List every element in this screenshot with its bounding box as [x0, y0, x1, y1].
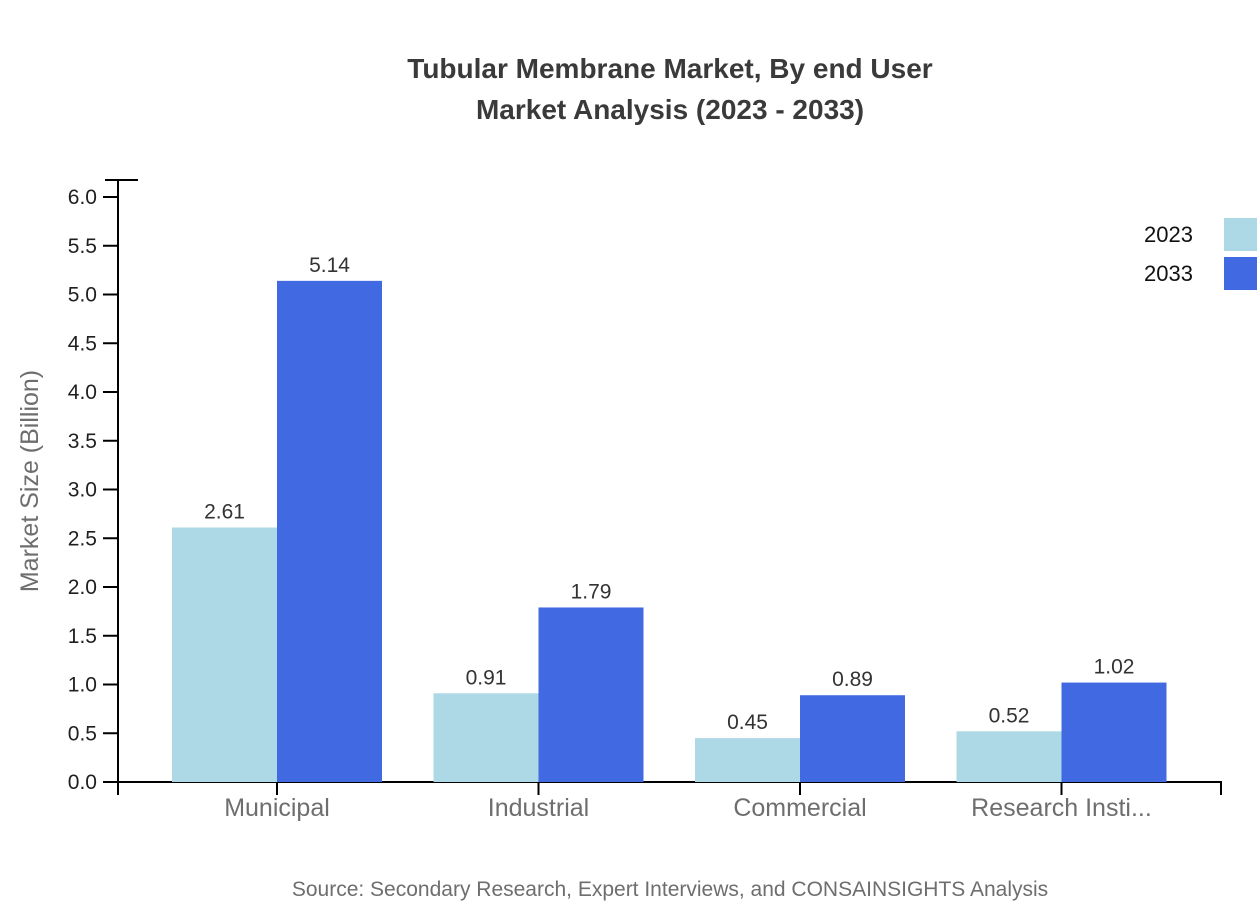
- x-category-label: Commercial: [733, 794, 866, 822]
- value-label: 2.61: [204, 501, 245, 524]
- y-tick-label: 1.0: [68, 674, 97, 697]
- legend-label-2033: 2033: [1144, 260, 1193, 286]
- chart-title: Tubular Membrane Market, By end User Mar…: [80, 48, 1260, 130]
- y-tick-label: 4.5: [68, 332, 97, 355]
- value-label: 1.02: [1094, 656, 1135, 679]
- y-tick-label: 4.0: [68, 381, 97, 404]
- legend-item-2033: 2033: [1144, 257, 1257, 290]
- y-tick-label: 2.0: [68, 576, 97, 599]
- bar-2023-industrial: [433, 693, 539, 782]
- source-attribution: Source: Secondary Research, Expert Inter…: [291, 878, 1049, 901]
- y-tick-label: 0.0: [68, 771, 97, 794]
- y-tick-label: 5.5: [68, 235, 97, 258]
- axes: 0.0 0.5 1.0 1.5 2.0 2.5 3.0 3.5 4.0 4.5 5.0 5.5 6.0 M…: [68, 179, 1222, 822]
- y-axis-title: Market Size (Billion): [16, 370, 44, 592]
- bar-2033-municipal: [277, 280, 382, 782]
- legend-item-2023: 2023: [1144, 218, 1257, 251]
- bar-2023-research-insti-: [956, 731, 1062, 782]
- legend-swatch-2033: [1224, 257, 1257, 290]
- value-label: 0.89: [832, 668, 873, 691]
- bar-2023-commercial: [695, 738, 800, 782]
- bar-2033-commercial: [800, 695, 905, 782]
- x-category-label: Municipal: [224, 794, 330, 822]
- y-tick-label: 3.0: [68, 479, 97, 502]
- x-category-label: Research Insti...: [971, 794, 1152, 822]
- bars: [172, 280, 1167, 782]
- value-label: 1.79: [571, 580, 612, 603]
- x-category-label: Industrial: [488, 794, 589, 822]
- y-tick-label: 6.0: [68, 186, 97, 209]
- value-label: 0.52: [989, 704, 1030, 727]
- value-labels: 2.61 5.14 0.91 1.79 0.45 0.89 0.52 1.02: [204, 254, 1134, 734]
- value-label: 0.91: [466, 666, 507, 689]
- bar-2033-research-insti-: [1061, 682, 1167, 782]
- chart-title-line2: Market Analysis (2023 - 2033): [475, 94, 865, 125]
- bar-2033-industrial: [538, 607, 644, 782]
- legend: 2023 2033: [1144, 218, 1257, 296]
- legend-label-2023: 2023: [1144, 221, 1193, 247]
- chart-title-line1: Tubular Membrane Market, By end User: [407, 53, 933, 84]
- y-tick-label: 1.5: [68, 625, 97, 648]
- value-label: 0.45: [727, 711, 768, 734]
- y-tick-label: 2.5: [68, 527, 97, 550]
- y-tick-label: 5.0: [68, 284, 97, 307]
- y-tick-label: 0.5: [68, 722, 97, 745]
- bar-2023-municipal: [172, 527, 277, 782]
- y-tick-label: 3.5: [68, 430, 97, 453]
- legend-swatch-2023: [1224, 218, 1257, 251]
- value-label: 5.14: [309, 254, 350, 277]
